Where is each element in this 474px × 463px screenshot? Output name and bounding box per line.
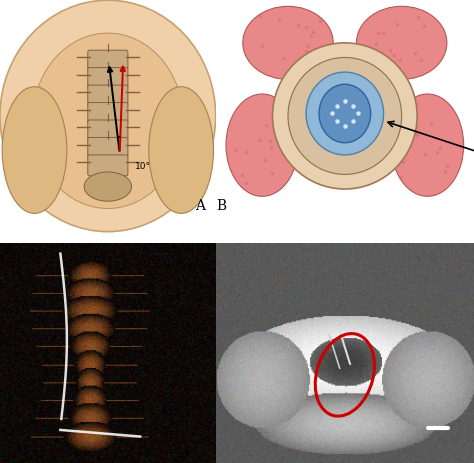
- Ellipse shape: [273, 44, 417, 190]
- FancyBboxPatch shape: [88, 51, 128, 72]
- FancyBboxPatch shape: [88, 138, 128, 159]
- Text: 10°: 10°: [135, 162, 151, 171]
- Text: C: C: [195, 217, 205, 231]
- Ellipse shape: [32, 34, 183, 209]
- Ellipse shape: [226, 95, 298, 197]
- Text: A: A: [195, 199, 205, 213]
- FancyBboxPatch shape: [88, 103, 128, 124]
- FancyBboxPatch shape: [88, 86, 128, 107]
- Text: B: B: [217, 199, 227, 213]
- Ellipse shape: [2, 88, 67, 214]
- Ellipse shape: [319, 85, 371, 144]
- Ellipse shape: [149, 88, 213, 214]
- Ellipse shape: [84, 173, 132, 202]
- Ellipse shape: [288, 58, 401, 175]
- Ellipse shape: [356, 7, 447, 80]
- Ellipse shape: [243, 7, 333, 80]
- Ellipse shape: [306, 73, 383, 156]
- FancyBboxPatch shape: [88, 69, 128, 89]
- Ellipse shape: [392, 95, 464, 197]
- FancyBboxPatch shape: [88, 121, 128, 142]
- FancyBboxPatch shape: [88, 156, 128, 176]
- Ellipse shape: [0, 1, 216, 232]
- Text: D: D: [216, 217, 228, 231]
